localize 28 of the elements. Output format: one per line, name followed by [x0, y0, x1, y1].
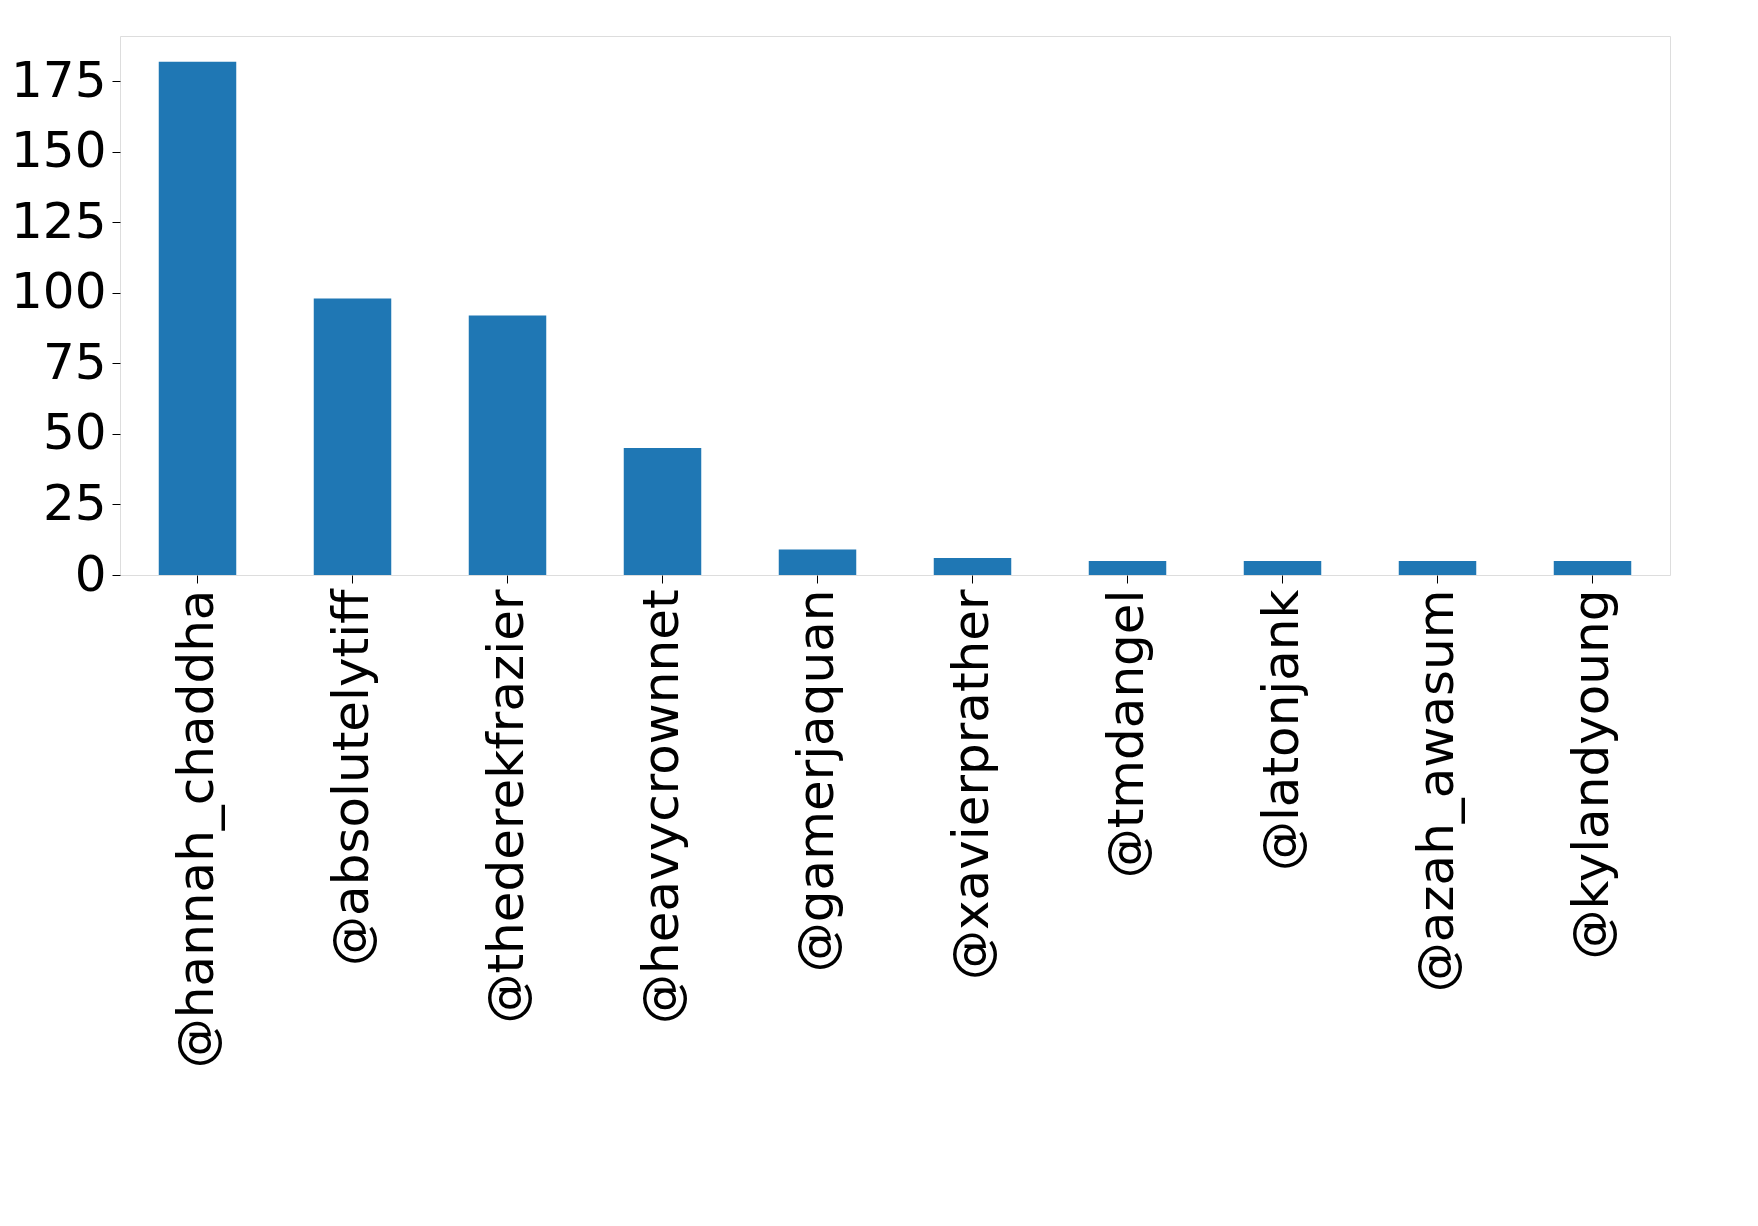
y-tick-label: 75: [42, 332, 107, 391]
y-tick-label: 0: [74, 544, 107, 603]
x-tick-label: @tmdangel: [1096, 589, 1155, 879]
x-tick-label: @xavierprather: [941, 589, 1000, 981]
y-tick-label: 25: [42, 473, 107, 532]
bar: [158, 61, 237, 575]
y-tick-label: 175: [11, 50, 107, 109]
x-tick-label: @absolutelytiff: [321, 587, 380, 966]
bar: [1553, 560, 1632, 575]
x-tick-label: @hannah_chaddha: [166, 589, 225, 1069]
x-tick-label: @thederekfrazier: [476, 589, 535, 1024]
y-tick-label: 125: [11, 191, 107, 250]
y-tick-label: 50: [42, 403, 107, 462]
bar: [313, 298, 392, 575]
bar: [1243, 560, 1322, 575]
bar: [933, 558, 1012, 575]
y-tick-label: 150: [11, 121, 107, 180]
bar: [468, 315, 547, 575]
y-tick-label: 100: [11, 262, 107, 321]
bar: [623, 448, 702, 575]
x-tick-label: @heavycrownnet: [631, 589, 690, 1024]
x-tick-label: @kylandyoung: [1561, 589, 1620, 960]
bar: [778, 549, 857, 575]
x-tick-label: @azah_awasum: [1406, 589, 1465, 993]
x-tick-label: @gamerjaquan: [786, 589, 845, 973]
x-tick-label: @latonjank: [1251, 589, 1310, 872]
bar: [1088, 560, 1167, 575]
bar: [1398, 560, 1477, 575]
